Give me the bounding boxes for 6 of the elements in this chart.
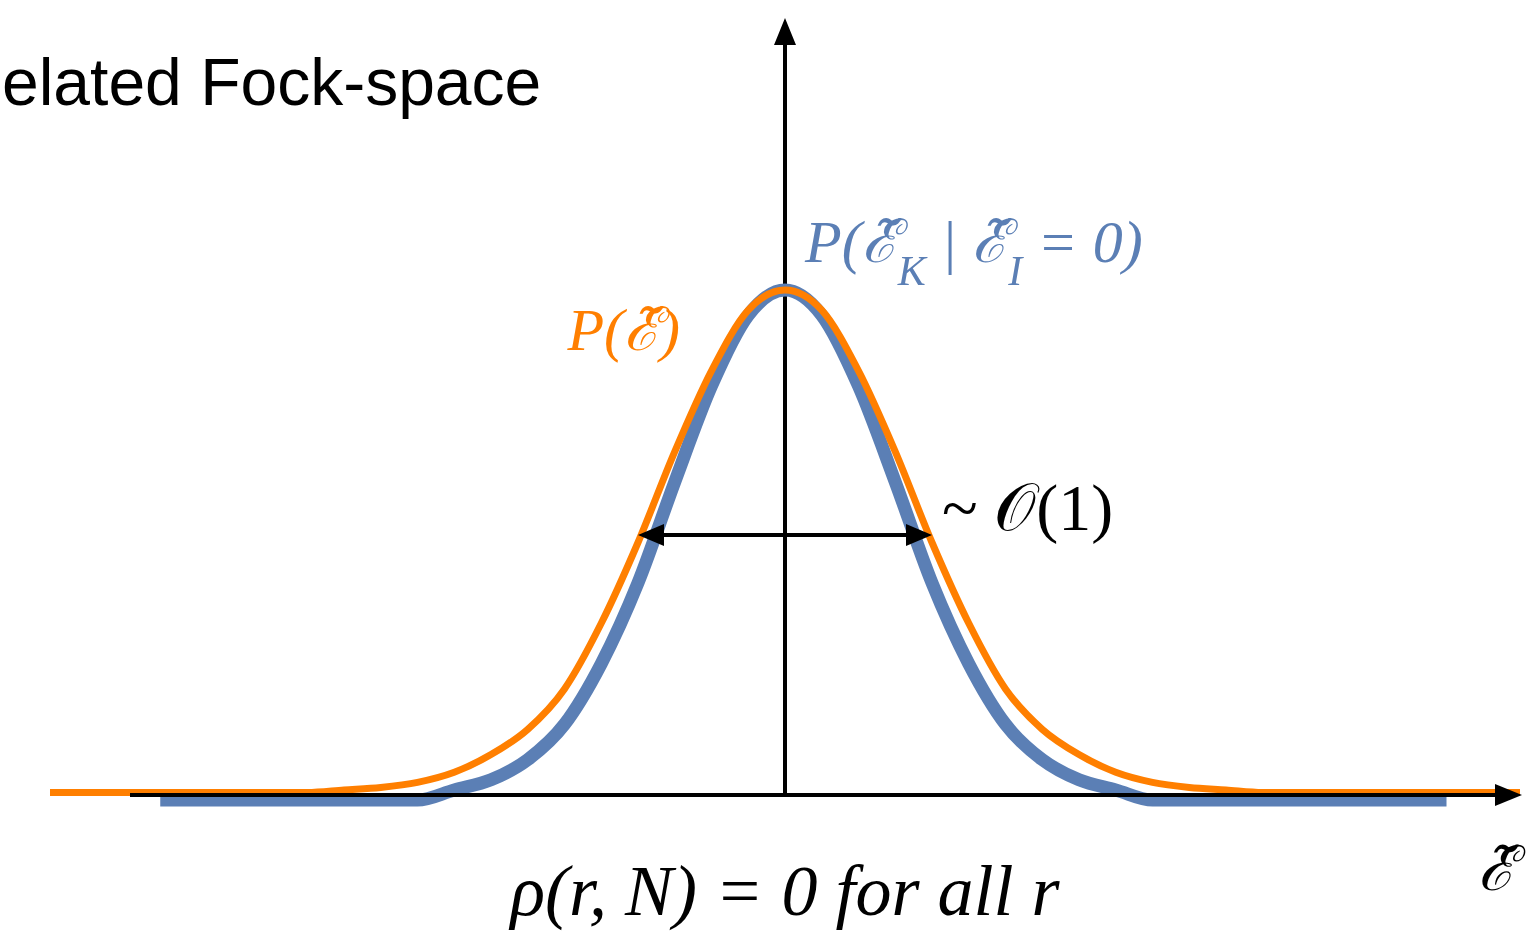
chart-title: elated Fock-space [2,45,542,119]
annotation: ~ 𝒪(1) [942,470,1114,545]
series-label: P(ℰ̃$_{K}$ | ℰ̃$_{I}$ = 0) [804,209,1143,294]
text: ρ(r, N) = 0 for all r [508,851,1061,931]
series-label: P(ℰ̃) [566,297,680,363]
x-axis-title: ℰ̃ [1478,835,1526,903]
